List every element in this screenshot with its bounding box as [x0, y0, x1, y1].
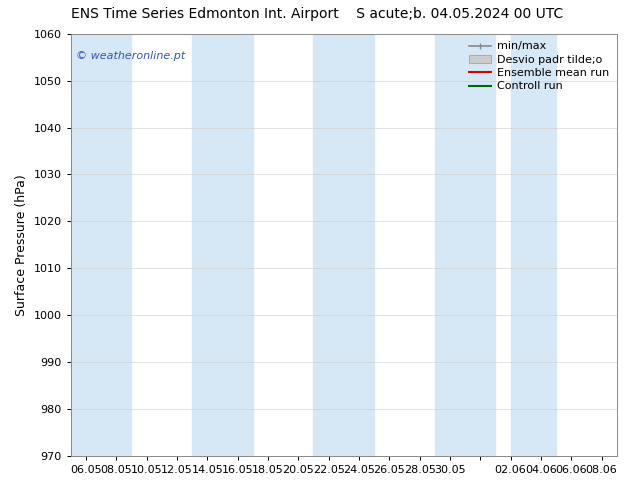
Bar — [510, 34, 556, 456]
Bar — [192, 34, 253, 456]
Bar — [313, 34, 374, 456]
Text: ENS Time Series Edmonton Int. Airport    S acute;b. 04.05.2024 00 UTC: ENS Time Series Edmonton Int. Airport S … — [71, 7, 563, 22]
Legend: min/max, Desvio padr tilde;o, Ensemble mean run, Controll run: min/max, Desvio padr tilde;o, Ensemble m… — [465, 37, 614, 96]
Y-axis label: Surface Pressure (hPa): Surface Pressure (hPa) — [15, 174, 28, 316]
Bar — [71, 34, 131, 456]
Text: © weatheronline.pt: © weatheronline.pt — [76, 50, 185, 61]
Bar — [435, 34, 495, 456]
